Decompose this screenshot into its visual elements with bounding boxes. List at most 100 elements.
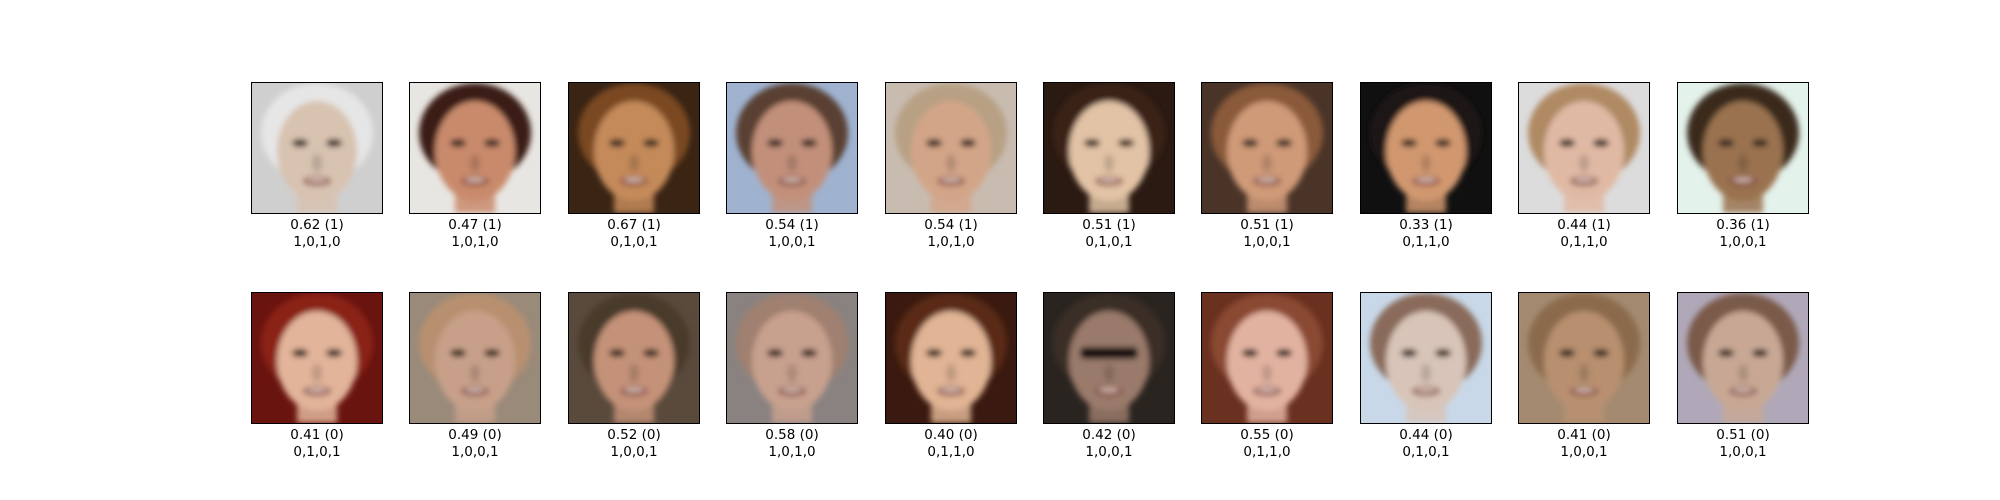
face-thumbnail xyxy=(568,82,700,214)
score-label: 0.58 (0) xyxy=(765,427,819,443)
face-image xyxy=(1044,83,1174,213)
sample-cell: 0.49 (0) 1,0,0,1 xyxy=(409,292,541,461)
face-thumbnail xyxy=(251,292,383,424)
face-image xyxy=(1678,83,1808,213)
score-label: 0.44 (0) xyxy=(1399,427,1453,443)
attribute-label: 0,1,1,0 xyxy=(927,444,975,460)
sample-caption: 0.40 (0) 0,1,1,0 xyxy=(885,427,1017,461)
sample-cell: 0.44 (1) 0,1,1,0 xyxy=(1518,82,1650,251)
score-label: 0.36 (1) xyxy=(1716,217,1770,233)
face-image xyxy=(1361,83,1491,213)
sample-caption: 0.33 (1) 0,1,1,0 xyxy=(1360,217,1492,251)
attribute-label: 0,1,1,0 xyxy=(1560,234,1608,250)
sample-cell: 0.47 (1) 1,0,1,0 xyxy=(409,82,541,251)
face-image xyxy=(1202,293,1332,423)
face-image xyxy=(252,83,382,213)
sample-cell: 0.41 (0) 1,0,0,1 xyxy=(1518,292,1650,461)
sample-cell: 0.51 (1) 1,0,0,1 xyxy=(1201,82,1333,251)
sample-caption: 0.55 (0) 0,1,1,0 xyxy=(1201,427,1333,461)
attribute-label: 0,1,0,1 xyxy=(1085,234,1133,250)
sample-caption: 0.41 (0) 1,0,0,1 xyxy=(1518,427,1650,461)
face-image xyxy=(1044,293,1174,423)
sample-cell: 0.33 (1) 0,1,1,0 xyxy=(1360,82,1492,251)
sample-caption: 0.67 (1) 0,1,0,1 xyxy=(568,217,700,251)
face-thumbnail xyxy=(885,292,1017,424)
attribute-label: 1,0,0,1 xyxy=(1243,234,1291,250)
score-label: 0.51 (0) xyxy=(1716,427,1770,443)
sample-caption: 0.41 (0) 0,1,0,1 xyxy=(251,427,383,461)
attribute-label: 1,0,1,0 xyxy=(451,234,499,250)
attribute-label: 1,0,0,1 xyxy=(1560,444,1608,460)
sample-caption: 0.49 (0) 1,0,0,1 xyxy=(409,427,541,461)
sample-caption: 0.62 (1) 1,0,1,0 xyxy=(251,217,383,251)
face-thumbnail xyxy=(726,292,858,424)
score-label: 0.40 (0) xyxy=(924,427,978,443)
score-label: 0.54 (1) xyxy=(765,217,819,233)
face-thumbnail xyxy=(1518,292,1650,424)
sample-cell: 0.67 (1) 0,1,0,1 xyxy=(568,82,700,251)
face-image xyxy=(252,293,382,423)
face-thumbnail xyxy=(568,292,700,424)
sample-cell: 0.55 (0) 0,1,1,0 xyxy=(1201,292,1333,461)
face-image xyxy=(1678,293,1808,423)
face-thumbnail xyxy=(1677,292,1809,424)
face-image xyxy=(727,83,857,213)
score-label: 0.42 (0) xyxy=(1082,427,1136,443)
attribute-label: 0,1,0,1 xyxy=(293,444,341,460)
score-label: 0.51 (1) xyxy=(1240,217,1294,233)
score-label: 0.62 (1) xyxy=(290,217,344,233)
face-image xyxy=(410,83,540,213)
face-image xyxy=(1519,83,1649,213)
face-thumbnail xyxy=(726,82,858,214)
attribute-label: 1,0,0,1 xyxy=(1719,234,1767,250)
face-thumbnail xyxy=(251,82,383,214)
sample-cell: 0.54 (1) 1,0,0,1 xyxy=(726,82,858,251)
sample-caption: 0.58 (0) 1,0,1,0 xyxy=(726,427,858,461)
sample-caption: 0.51 (1) 0,1,0,1 xyxy=(1043,217,1175,251)
face-thumbnail xyxy=(1677,82,1809,214)
attribute-label: 1,0,1,0 xyxy=(293,234,341,250)
face-image xyxy=(1202,83,1332,213)
sample-caption: 0.42 (0) 1,0,0,1 xyxy=(1043,427,1175,461)
sample-cell: 0.36 (1) 1,0,0,1 xyxy=(1677,82,1809,251)
sample-cell: 0.42 (0) 1,0,0,1 xyxy=(1043,292,1175,461)
face-thumbnail xyxy=(1518,82,1650,214)
attribute-label: 0,1,0,1 xyxy=(1402,444,1450,460)
score-label: 0.49 (0) xyxy=(448,427,502,443)
sample-cell: 0.40 (0) 0,1,1,0 xyxy=(885,292,1017,461)
face-image xyxy=(569,83,699,213)
face-image xyxy=(1361,293,1491,423)
face-thumbnail xyxy=(1043,292,1175,424)
sample-cell: 0.54 (1) 1,0,1,0 xyxy=(885,82,1017,251)
face-thumbnail xyxy=(409,292,541,424)
face-thumbnail xyxy=(1201,82,1333,214)
face-image xyxy=(886,83,1016,213)
sample-cell: 0.41 (0) 0,1,0,1 xyxy=(251,292,383,461)
sample-caption: 0.47 (1) 1,0,1,0 xyxy=(409,217,541,251)
face-image xyxy=(410,293,540,423)
sample-caption: 0.54 (1) 1,0,1,0 xyxy=(885,217,1017,251)
attribute-label: 1,0,0,1 xyxy=(610,444,658,460)
attribute-label: 1,0,0,1 xyxy=(1719,444,1767,460)
score-label: 0.44 (1) xyxy=(1557,217,1611,233)
sample-caption: 0.54 (1) 1,0,0,1 xyxy=(726,217,858,251)
sample-cell: 0.62 (1) 1,0,1,0 xyxy=(251,82,383,251)
sample-caption: 0.44 (1) 0,1,1,0 xyxy=(1518,217,1650,251)
score-label: 0.67 (1) xyxy=(607,217,661,233)
attribute-label: 0,1,1,0 xyxy=(1402,234,1450,250)
attribute-label: 0,1,1,0 xyxy=(1243,444,1291,460)
face-thumbnail xyxy=(1360,82,1492,214)
score-label: 0.47 (1) xyxy=(448,217,502,233)
score-label: 0.41 (0) xyxy=(1557,427,1611,443)
face-thumbnail xyxy=(1360,292,1492,424)
sample-caption: 0.44 (0) 0,1,0,1 xyxy=(1360,427,1492,461)
sample-cell: 0.51 (1) 0,1,0,1 xyxy=(1043,82,1175,251)
score-label: 0.41 (0) xyxy=(290,427,344,443)
attribute-label: 0,1,0,1 xyxy=(610,234,658,250)
attribute-label: 1,0,1,0 xyxy=(768,444,816,460)
face-image xyxy=(1519,293,1649,423)
score-label: 0.51 (1) xyxy=(1082,217,1136,233)
face-image xyxy=(886,293,1016,423)
attribute-label: 1,0,0,1 xyxy=(1085,444,1133,460)
face-thumbnail xyxy=(409,82,541,214)
